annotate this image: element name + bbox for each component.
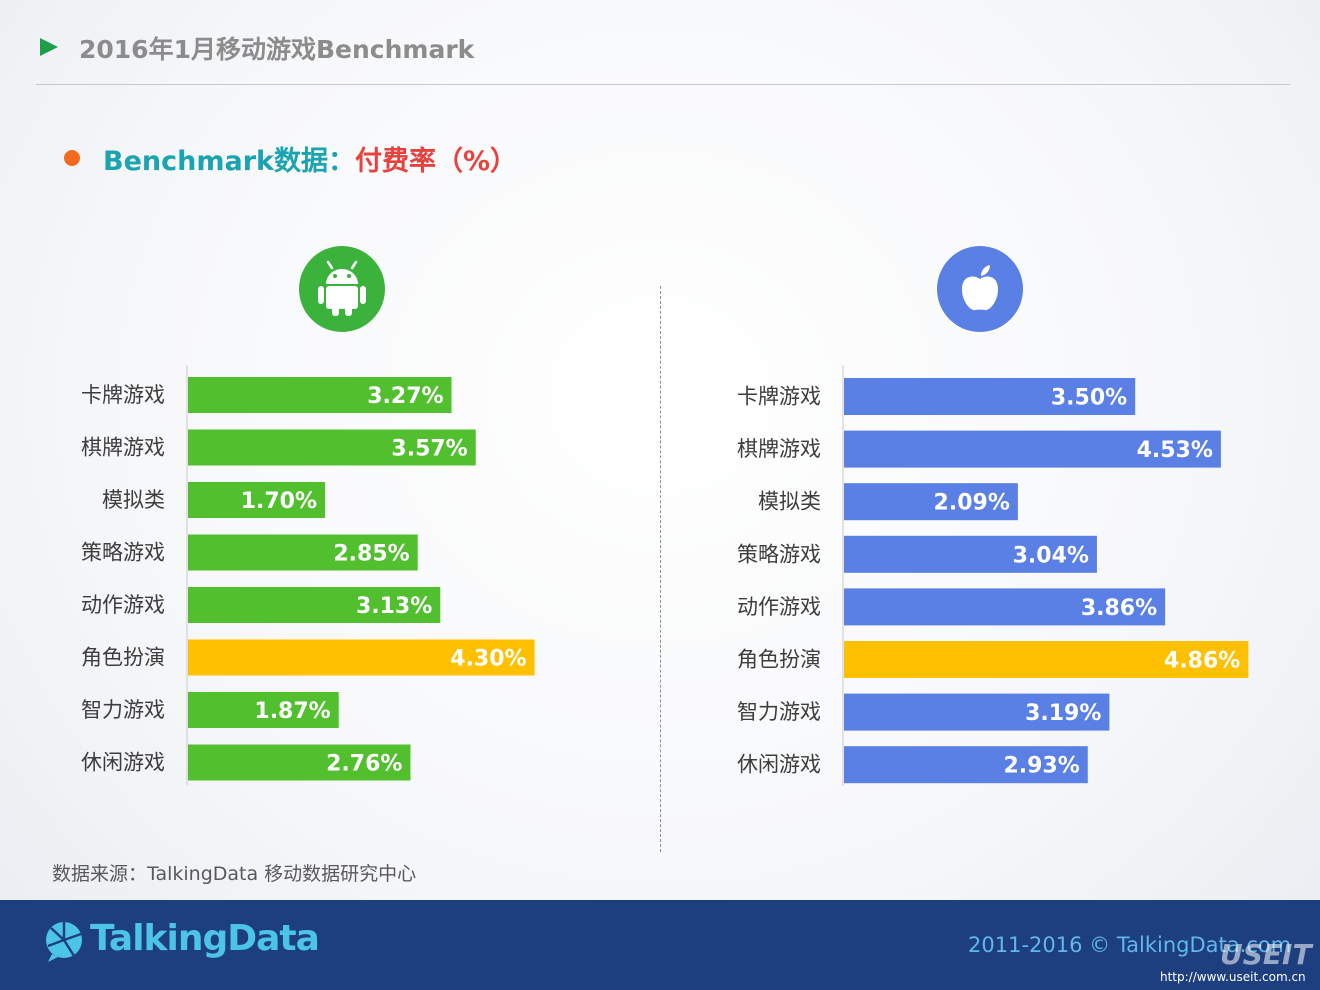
copyright-text: 2011-2016 © TalkingData.com bbox=[968, 933, 1292, 957]
bar-android-3 bbox=[188, 534, 418, 571]
data-label: 2.09% bbox=[934, 491, 1010, 516]
category-label: 棋牌游戏 bbox=[737, 437, 821, 461]
bar-ios-6 bbox=[844, 693, 1110, 731]
center-divider bbox=[660, 286, 661, 852]
bar-android-5 bbox=[188, 639, 535, 676]
apple-icon bbox=[937, 246, 1023, 332]
talkingdata-logo: TalkingData bbox=[90, 918, 320, 959]
bar-ios-0 bbox=[844, 378, 1136, 415]
bullet-icon bbox=[64, 150, 80, 166]
android-bar-chart: 卡牌游戏 3.27% 棋牌游戏 3.57% 模拟类 1.70% 策略游戏 2.85% 动作游戏 3… bbox=[81, 365, 535, 785]
category-label: 休闲游戏 bbox=[737, 753, 821, 777]
category-label: 角色扮演 bbox=[737, 648, 821, 672]
data-label: 4.30% bbox=[450, 647, 526, 672]
talkingdata-logo-icon bbox=[46, 922, 82, 962]
bar-android-7 bbox=[188, 744, 411, 781]
header-arrow-icon bbox=[40, 38, 58, 56]
data-label: 3.27% bbox=[367, 384, 443, 409]
data-label: 2.76% bbox=[326, 752, 402, 777]
category-label: 策略游戏 bbox=[81, 541, 165, 565]
bar-ios-5 bbox=[844, 641, 1249, 678]
category-label: 棋牌游戏 bbox=[81, 436, 165, 460]
data-label: 3.50% bbox=[1051, 386, 1127, 411]
data-label: 3.57% bbox=[391, 437, 467, 462]
bar-android-1 bbox=[188, 429, 476, 466]
bar-android-0 bbox=[188, 377, 452, 413]
bar-ios-2 bbox=[844, 483, 1018, 521]
data-label: 4.86% bbox=[1164, 649, 1240, 674]
data-label: 2.93% bbox=[1003, 754, 1079, 779]
header-divider bbox=[36, 84, 1290, 85]
category-label: 休闲游戏 bbox=[81, 751, 165, 775]
data-label: 2.85% bbox=[333, 542, 409, 567]
bar-ios-7 bbox=[844, 746, 1088, 784]
category-label: 智力游戏 bbox=[737, 700, 821, 724]
category-label: 策略游戏 bbox=[737, 542, 821, 566]
data-label: 3.86% bbox=[1081, 596, 1157, 621]
data-label: 3.04% bbox=[1013, 543, 1089, 568]
bar-ios-4 bbox=[844, 588, 1166, 626]
category-label: 角色扮演 bbox=[81, 646, 165, 670]
bar-android-2 bbox=[188, 482, 326, 518]
chart-subtitle: Benchmark数据：付费率（%） bbox=[103, 139, 517, 178]
category-label: 模拟类 bbox=[102, 488, 165, 512]
ios-bar-chart: 卡牌游戏 3.50% 棋牌游戏 4.53% 模拟类 2.09% 策略游戏 3.04% 动作游戏 3… bbox=[737, 365, 1249, 786]
category-label: 模拟类 bbox=[758, 490, 821, 514]
bar-android-6 bbox=[188, 692, 339, 728]
data-source-note: 数据来源：TalkingData 移动数据研究中心 bbox=[52, 863, 417, 885]
android-icon bbox=[299, 246, 385, 332]
subtitle-metric: 付费率（%） bbox=[354, 146, 518, 177]
category-label: 卡牌游戏 bbox=[737, 385, 821, 409]
category-label: 动作游戏 bbox=[737, 595, 821, 619]
category-label: 动作游戏 bbox=[81, 593, 165, 617]
data-label: 3.19% bbox=[1025, 701, 1101, 726]
bar-ios-3 bbox=[844, 535, 1097, 573]
watermark-url: http://www.useit.com.cn bbox=[1160, 970, 1306, 984]
data-label: 1.70% bbox=[241, 489, 317, 514]
subtitle-prefix: Benchmark数据： bbox=[103, 146, 355, 177]
category-label: 卡牌游戏 bbox=[81, 383, 165, 407]
bar-ios-1 bbox=[844, 430, 1221, 468]
category-label: 智力游戏 bbox=[81, 698, 165, 722]
data-label: 1.87% bbox=[254, 699, 330, 724]
footer-bar: TalkingData 2011-2016 © TalkingData.com … bbox=[0, 900, 1320, 990]
bar-android-4 bbox=[188, 587, 441, 623]
page-title: 2016年1月移动游戏Benchmark bbox=[79, 35, 475, 64]
watermark: USEIT bbox=[1220, 938, 1312, 971]
data-label: 4.53% bbox=[1137, 438, 1213, 463]
data-label: 3.13% bbox=[356, 594, 432, 619]
